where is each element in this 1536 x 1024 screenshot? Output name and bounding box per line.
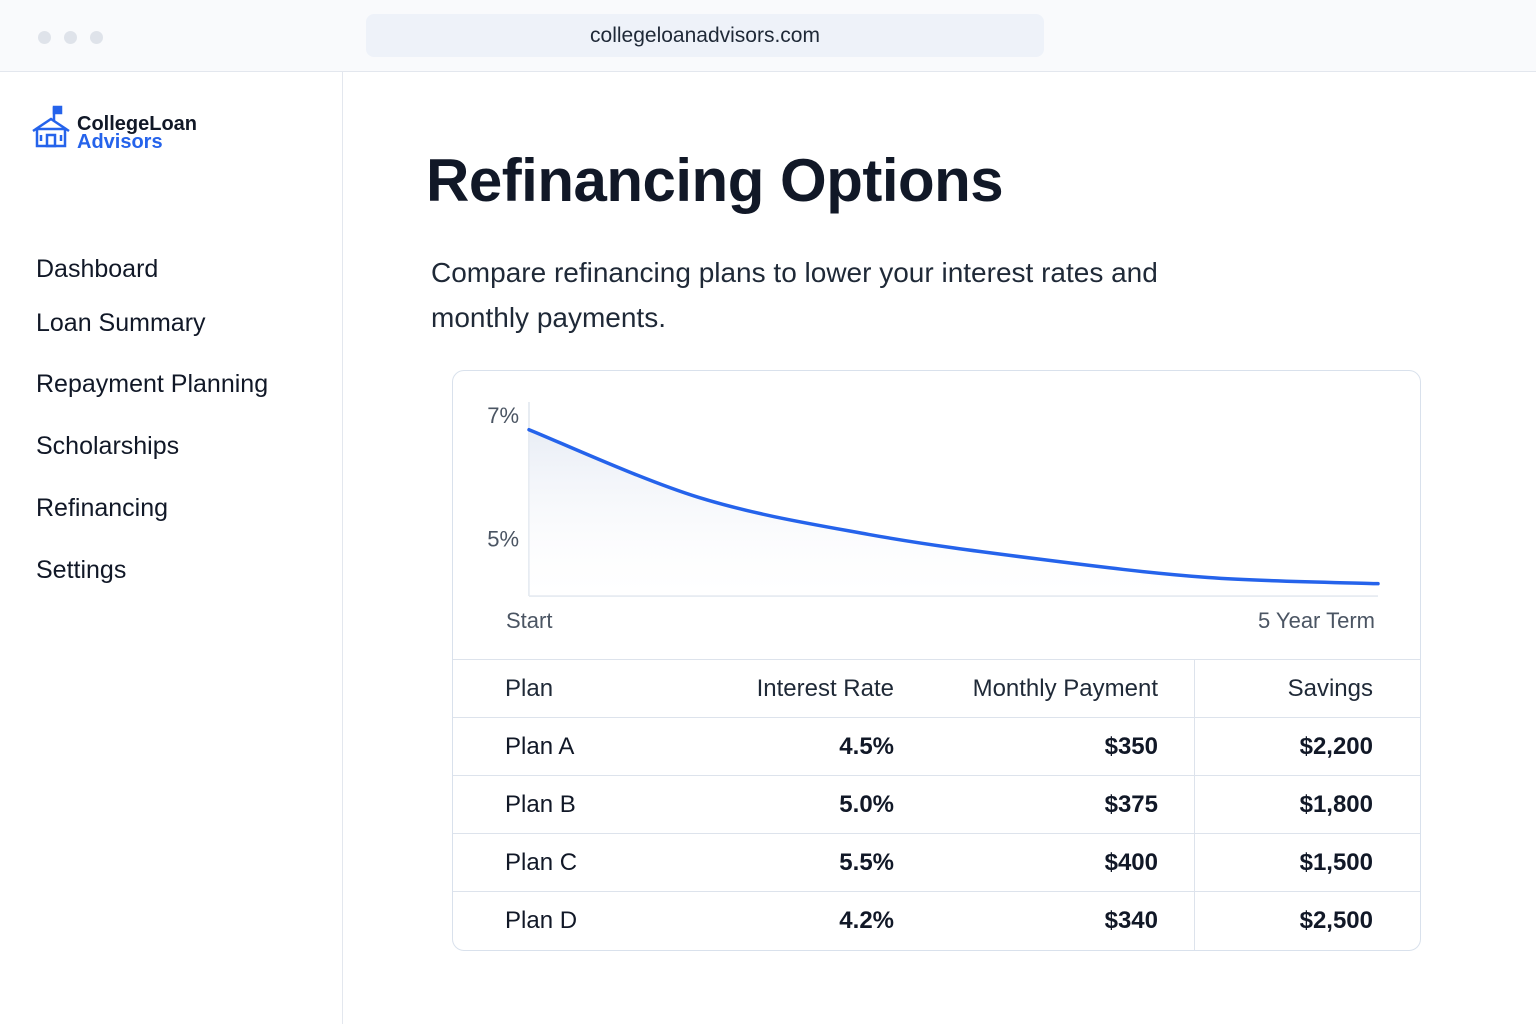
area xyxy=(529,429,1378,596)
nav-item[interactable]: Refinancing xyxy=(36,494,169,522)
row-divider xyxy=(453,891,1420,892)
chart: 5% 7% Start 5 Year Term xyxy=(487,402,1380,633)
logo-text[interactable]: Advisors xyxy=(77,131,163,153)
table-cell: 5.5% xyxy=(839,849,894,876)
row-divider xyxy=(453,717,1420,718)
table-cell: $350 xyxy=(1104,733,1158,760)
table-cell: $2,200 xyxy=(1299,733,1373,760)
logo-icon xyxy=(32,105,70,148)
row-divider xyxy=(453,833,1420,834)
row-divider xyxy=(453,775,1420,776)
x-tick-label: 5 Year Term xyxy=(1258,608,1375,633)
table-border xyxy=(453,659,1420,660)
line xyxy=(527,427,1380,586)
table-cell: $375 xyxy=(1104,791,1158,818)
window-dot xyxy=(90,31,103,44)
card: 5% 7% Start 5 Year Term Plan Interest Rate Mo… xyxy=(452,370,1421,951)
column-header[interactable]: Savings xyxy=(1287,675,1373,702)
page-title: Refinancing Options xyxy=(426,147,1004,214)
window-dot xyxy=(38,31,51,44)
table-cell: $1,800 xyxy=(1299,791,1373,818)
browser-bar: collegeloanadvisors.com xyxy=(0,0,1536,72)
table-cell: $400 xyxy=(1104,849,1158,876)
x-tick-label: Start xyxy=(506,608,552,633)
sidebar xyxy=(0,72,343,1024)
table-cell: Plan B xyxy=(505,791,576,818)
column-header[interactable]: Monthly Payment xyxy=(972,675,1158,702)
table-cell: Plan C xyxy=(505,849,578,876)
nav-item[interactable]: Dashboard xyxy=(36,255,159,283)
window-dot xyxy=(64,31,77,44)
column-header[interactable]: Plan xyxy=(505,675,554,702)
table-cell: Plan D xyxy=(505,907,578,934)
table-cell: $2,500 xyxy=(1299,907,1373,934)
table: Plan Interest Rate Monthly Payment Savings P… xyxy=(453,659,1420,950)
table-cell: 4.2% xyxy=(839,907,894,934)
table-cell: Plan A xyxy=(505,733,575,760)
y-tick-label: 7% xyxy=(487,403,519,428)
table-cell: $340 xyxy=(1104,907,1158,934)
url-bar[interactable]: collegeloanadvisors.com xyxy=(366,14,1044,57)
nav-item[interactable]: Settings xyxy=(36,556,127,584)
column-header[interactable]: Interest Rate xyxy=(756,675,894,702)
table-cell: 5.0% xyxy=(839,791,894,818)
nav-item[interactable]: Repayment Planning xyxy=(36,370,269,398)
nav-item[interactable]: Loan Summary xyxy=(36,309,206,337)
nav-item[interactable]: Scholarships xyxy=(36,432,180,460)
table-cell: $1,500 xyxy=(1299,849,1373,876)
column-divider xyxy=(1194,659,1195,950)
page-subtitle: Compare refinancing plans to lower your … xyxy=(431,257,1158,333)
y-tick-label: 5% xyxy=(487,526,519,551)
table-cell: 4.5% xyxy=(839,733,894,760)
logo-text[interactable]: CollegeLoan xyxy=(77,113,198,135)
